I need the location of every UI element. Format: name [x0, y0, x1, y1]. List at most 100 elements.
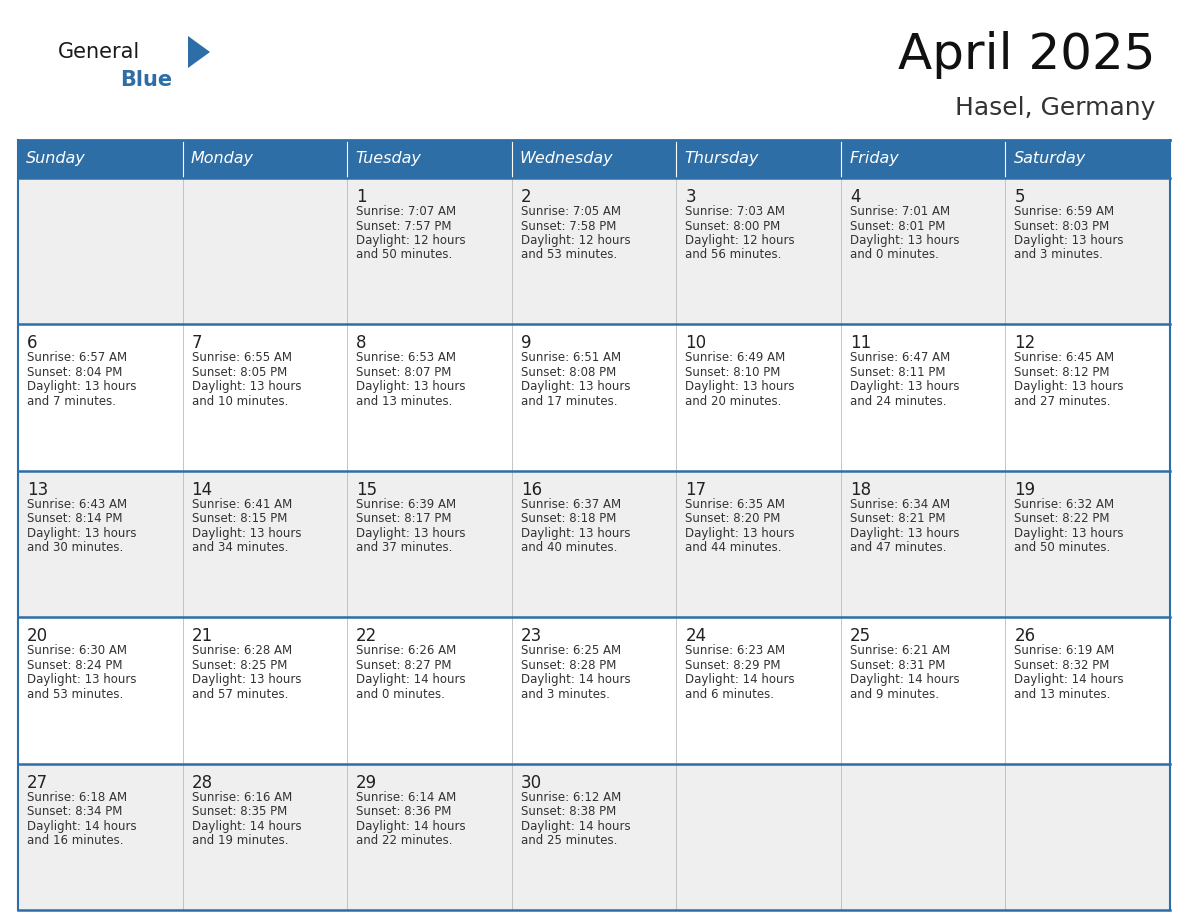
Text: Daylight: 14 hours: Daylight: 14 hours	[191, 820, 302, 833]
Text: Sunset: 8:12 PM: Sunset: 8:12 PM	[1015, 366, 1110, 379]
Text: 28: 28	[191, 774, 213, 791]
Bar	[841, 324, 1005, 471]
Text: Sunset: 8:03 PM: Sunset: 8:03 PM	[1015, 219, 1110, 232]
Text: Sunrise: 6:43 AM: Sunrise: 6:43 AM	[27, 498, 127, 510]
Text: and 20 minutes.: and 20 minutes.	[685, 395, 782, 408]
Text: Sunrise: 6:26 AM: Sunrise: 6:26 AM	[356, 644, 456, 657]
Text: Daylight: 14 hours: Daylight: 14 hours	[356, 673, 466, 686]
Text: Sunrise: 7:01 AM: Sunrise: 7:01 AM	[849, 205, 950, 218]
Text: Daylight: 13 hours: Daylight: 13 hours	[849, 527, 960, 540]
Text: Daylight: 13 hours: Daylight: 13 hours	[27, 527, 137, 540]
Bar	[1005, 324, 1170, 471]
Text: Sunrise: 6:37 AM: Sunrise: 6:37 AM	[520, 498, 621, 510]
Bar	[841, 764, 1005, 910]
Bar	[512, 324, 676, 471]
Bar	[1005, 764, 1170, 910]
Text: and 13 minutes.: and 13 minutes.	[1015, 688, 1111, 700]
Text: Sunrise: 7:07 AM: Sunrise: 7:07 AM	[356, 205, 456, 218]
Text: and 25 minutes.: and 25 minutes.	[520, 834, 617, 847]
Bar	[18, 140, 183, 178]
Text: Daylight: 13 hours: Daylight: 13 hours	[1015, 380, 1124, 394]
Text: Thursday: Thursday	[684, 151, 759, 166]
Text: Sunset: 8:32 PM: Sunset: 8:32 PM	[1015, 659, 1110, 672]
Bar	[676, 178, 841, 324]
Text: 17: 17	[685, 481, 707, 498]
Bar	[18, 764, 183, 910]
Text: Sunset: 8:07 PM: Sunset: 8:07 PM	[356, 366, 451, 379]
Bar	[1005, 140, 1170, 178]
Text: Sunset: 8:08 PM: Sunset: 8:08 PM	[520, 366, 617, 379]
Text: and 40 minutes.: and 40 minutes.	[520, 542, 617, 554]
Bar	[18, 178, 183, 324]
Text: Daylight: 13 hours: Daylight: 13 hours	[356, 527, 466, 540]
Bar	[347, 178, 512, 324]
Text: 18: 18	[849, 481, 871, 498]
Text: Daylight: 14 hours: Daylight: 14 hours	[520, 673, 631, 686]
Text: and 34 minutes.: and 34 minutes.	[191, 542, 287, 554]
Text: 12: 12	[1015, 334, 1036, 353]
Text: Sunrise: 6:14 AM: Sunrise: 6:14 AM	[356, 790, 456, 803]
Text: 16: 16	[520, 481, 542, 498]
Text: 10: 10	[685, 334, 707, 353]
Text: Sunset: 8:18 PM: Sunset: 8:18 PM	[520, 512, 617, 525]
Text: Sunrise: 6:19 AM: Sunrise: 6:19 AM	[1015, 644, 1114, 657]
Text: Daylight: 13 hours: Daylight: 13 hours	[520, 527, 631, 540]
Text: Sunset: 8:28 PM: Sunset: 8:28 PM	[520, 659, 617, 672]
Text: 4: 4	[849, 188, 860, 206]
Bar	[183, 178, 347, 324]
Text: and 13 minutes.: and 13 minutes.	[356, 395, 453, 408]
Bar	[1005, 178, 1170, 324]
Text: 2: 2	[520, 188, 531, 206]
Text: Blue: Blue	[120, 70, 172, 90]
Text: Sunset: 8:25 PM: Sunset: 8:25 PM	[191, 659, 287, 672]
Text: and 37 minutes.: and 37 minutes.	[356, 542, 453, 554]
Text: Sunset: 8:21 PM: Sunset: 8:21 PM	[849, 512, 946, 525]
Text: Sunset: 8:31 PM: Sunset: 8:31 PM	[849, 659, 946, 672]
Text: 15: 15	[356, 481, 378, 498]
Text: Sunrise: 7:03 AM: Sunrise: 7:03 AM	[685, 205, 785, 218]
Text: Sunrise: 6:59 AM: Sunrise: 6:59 AM	[1015, 205, 1114, 218]
Text: Daylight: 13 hours: Daylight: 13 hours	[191, 527, 301, 540]
Text: Sunset: 7:58 PM: Sunset: 7:58 PM	[520, 219, 617, 232]
Text: Sunrise: 6:21 AM: Sunrise: 6:21 AM	[849, 644, 950, 657]
Text: Daylight: 14 hours: Daylight: 14 hours	[520, 820, 631, 833]
Bar	[676, 617, 841, 764]
Text: 13: 13	[27, 481, 49, 498]
Text: Daylight: 14 hours: Daylight: 14 hours	[685, 673, 795, 686]
Text: Sunrise: 6:35 AM: Sunrise: 6:35 AM	[685, 498, 785, 510]
Text: Daylight: 13 hours: Daylight: 13 hours	[27, 380, 137, 394]
Bar	[676, 764, 841, 910]
Text: Daylight: 13 hours: Daylight: 13 hours	[685, 527, 795, 540]
Polygon shape	[188, 36, 210, 68]
Text: Sunday: Sunday	[26, 151, 86, 166]
Text: Daylight: 13 hours: Daylight: 13 hours	[685, 380, 795, 394]
Text: Sunrise: 6:18 AM: Sunrise: 6:18 AM	[27, 790, 127, 803]
Text: Sunset: 8:27 PM: Sunset: 8:27 PM	[356, 659, 451, 672]
Text: and 24 minutes.: and 24 minutes.	[849, 395, 947, 408]
Text: 25: 25	[849, 627, 871, 645]
Text: Daylight: 14 hours: Daylight: 14 hours	[849, 673, 960, 686]
Bar	[512, 617, 676, 764]
Bar	[18, 617, 183, 764]
Text: Daylight: 14 hours: Daylight: 14 hours	[356, 820, 466, 833]
Text: 24: 24	[685, 627, 707, 645]
Text: Daylight: 12 hours: Daylight: 12 hours	[685, 234, 795, 247]
Text: Sunset: 8:15 PM: Sunset: 8:15 PM	[191, 512, 287, 525]
Text: and 16 minutes.: and 16 minutes.	[27, 834, 124, 847]
Text: and 50 minutes.: and 50 minutes.	[1015, 542, 1111, 554]
Bar	[1005, 471, 1170, 617]
Text: Sunrise: 6:51 AM: Sunrise: 6:51 AM	[520, 352, 621, 364]
Bar	[347, 471, 512, 617]
Text: Sunset: 8:11 PM: Sunset: 8:11 PM	[849, 366, 946, 379]
Text: Sunset: 8:34 PM: Sunset: 8:34 PM	[27, 805, 122, 818]
Text: Sunset: 8:24 PM: Sunset: 8:24 PM	[27, 659, 122, 672]
Text: Sunrise: 6:41 AM: Sunrise: 6:41 AM	[191, 498, 292, 510]
Text: Daylight: 12 hours: Daylight: 12 hours	[356, 234, 466, 247]
Text: General: General	[58, 42, 140, 62]
Bar	[676, 140, 841, 178]
Text: Wednesday: Wednesday	[520, 151, 613, 166]
Text: and 17 minutes.: and 17 minutes.	[520, 395, 618, 408]
Bar	[183, 617, 347, 764]
Text: 1: 1	[356, 188, 367, 206]
Text: Sunrise: 6:45 AM: Sunrise: 6:45 AM	[1015, 352, 1114, 364]
